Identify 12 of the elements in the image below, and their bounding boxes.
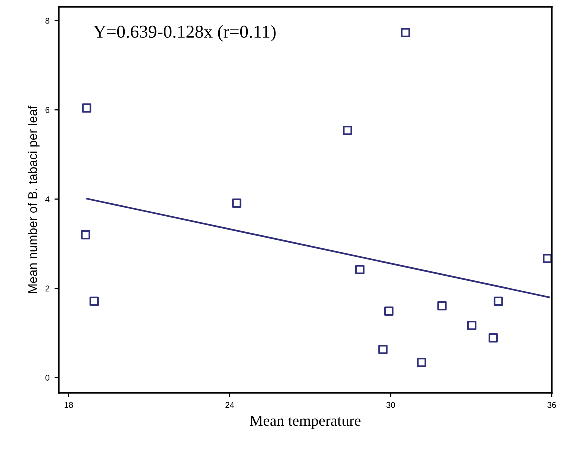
x-axis-title: Mean temperature xyxy=(250,416,361,430)
x-tick-label: 30 xyxy=(386,402,396,408)
y-axis-title: Mean number of B. tabaci per leaf xyxy=(28,106,40,294)
y-tick-label: 8 xyxy=(46,18,50,24)
y-tick-label: 2 xyxy=(46,286,50,292)
y-tick-label: 6 xyxy=(46,107,50,114)
x-tick-label: 18 xyxy=(64,402,74,408)
y-tick-label: 4 xyxy=(46,196,50,202)
x-tick-label: 36 xyxy=(548,402,556,408)
y-tick-label: 0 xyxy=(46,375,50,381)
x-tick-label: 24 xyxy=(226,402,234,408)
annotation: Y=0.639-0.128x (r=0.11) xyxy=(94,25,276,42)
